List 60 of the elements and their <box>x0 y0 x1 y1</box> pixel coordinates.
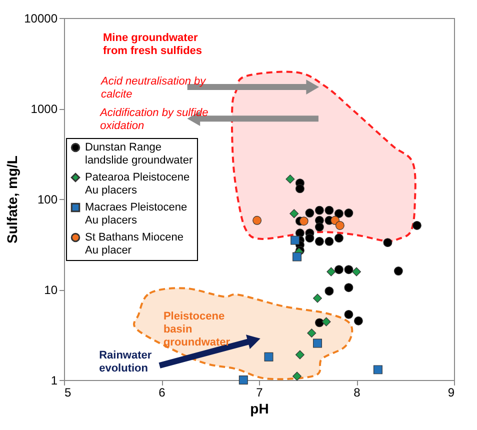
point <box>305 234 314 243</box>
point <box>324 236 334 246</box>
point <box>324 206 334 215</box>
annotation: Mine groundwater from fresh sulfides <box>103 32 202 57</box>
legend-label: Dunstan Range landslide groundwater <box>85 142 193 166</box>
point <box>334 234 344 243</box>
y-tick-label: 10 <box>44 283 58 297</box>
point <box>334 209 344 218</box>
y-tick-label: 10000 <box>24 12 58 26</box>
annotation: Pleistocene basin groundwater <box>163 310 231 349</box>
annotation: Rainwater evolution <box>99 350 152 375</box>
x-tick-label: 5 <box>64 386 72 400</box>
legend-label: Macraes Pleistocene Au placers <box>85 202 188 226</box>
point <box>292 372 302 381</box>
point <box>299 216 308 226</box>
y-tick-label: 1000 <box>30 102 58 116</box>
y-tick-label: 1 <box>50 374 58 388</box>
point <box>313 294 322 303</box>
point <box>352 267 361 276</box>
point <box>383 238 392 248</box>
x-tick-label: 7 <box>256 386 264 400</box>
point <box>238 376 248 384</box>
point <box>295 350 304 360</box>
point <box>290 236 300 245</box>
point <box>324 286 334 296</box>
point <box>292 252 302 262</box>
point <box>290 209 299 218</box>
point <box>373 365 382 374</box>
point <box>344 283 354 292</box>
legend-label: St Bathans Miocene Au placer <box>85 232 184 256</box>
point <box>394 266 403 276</box>
y-axis-title: Sulfate, mg/L <box>4 155 20 244</box>
point <box>354 316 363 326</box>
point <box>335 220 344 230</box>
point <box>314 318 324 328</box>
x-axis-title: pH <box>250 400 269 416</box>
point <box>334 265 344 274</box>
x-tick-label: 8 <box>354 386 361 400</box>
point <box>264 352 274 362</box>
point <box>305 208 314 218</box>
point <box>322 317 331 326</box>
point <box>314 236 324 246</box>
point <box>344 310 354 319</box>
point <box>344 265 354 274</box>
legend-label: Patearoa Pleistocene Au placers <box>85 172 190 196</box>
point <box>286 174 295 184</box>
x-tick-label: 6 <box>158 386 166 400</box>
point <box>314 206 324 215</box>
annotation: Acidification by sulfide oxidation <box>99 107 208 132</box>
point <box>314 222 324 232</box>
point <box>344 208 354 218</box>
point <box>313 338 322 348</box>
point <box>412 220 422 230</box>
point <box>252 216 262 225</box>
point <box>307 328 316 338</box>
annotation: Acid neutralisation by calcite <box>100 75 208 100</box>
y-tick-label: 100 <box>37 192 58 206</box>
x-tick-label: 9 <box>448 386 455 400</box>
point <box>295 184 304 194</box>
point <box>326 267 336 276</box>
